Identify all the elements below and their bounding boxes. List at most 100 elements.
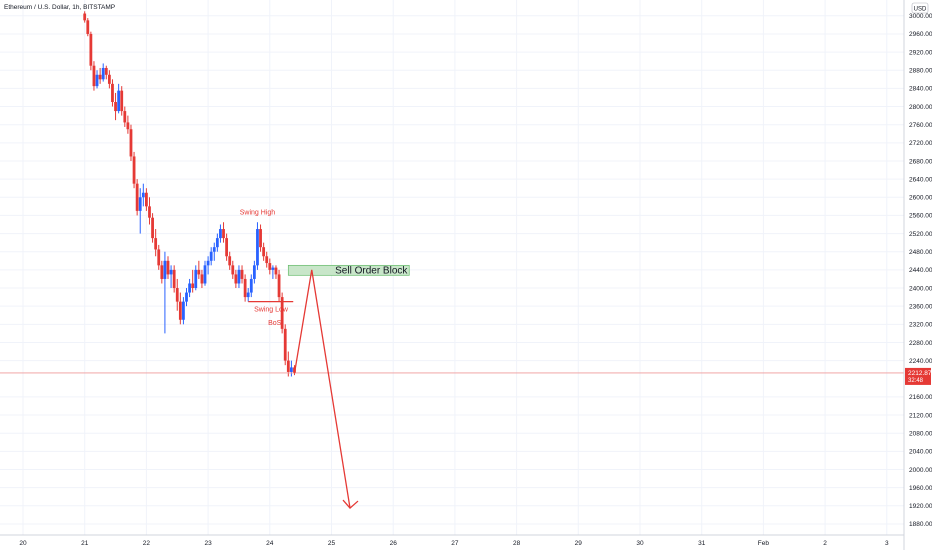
candle-body — [129, 129, 133, 157]
candle-body — [154, 238, 158, 250]
y-tick-label: 2240.00 — [909, 358, 932, 365]
y-tick-label: 2360.00 — [909, 303, 932, 310]
candle-body — [206, 260, 210, 266]
x-tick-label: 31 — [698, 540, 706, 547]
candle-body — [289, 367, 293, 372]
candle-body — [188, 283, 191, 293]
candle-body — [172, 269, 176, 289]
candle-body — [237, 269, 241, 284]
candle-body — [194, 269, 198, 289]
x-tick-label: 20 — [19, 540, 27, 547]
y-tick-label: 2960.00 — [909, 31, 932, 38]
candle-body — [114, 102, 117, 112]
y-tick-label: 2920.00 — [909, 49, 932, 56]
price-axis[interactable]: 3000.00 2960.00 2920.00 2880.00 2840.00 2800.… — [903, 0, 932, 550]
last-price-value: 2212.87 — [908, 370, 932, 377]
y-tick-label: 2800.00 — [909, 104, 932, 111]
grid-lines — [0, 0, 904, 535]
y-tick-label: 2560.00 — [909, 213, 932, 220]
candle-body — [228, 256, 232, 266]
x-tick-label: 30 — [636, 540, 644, 547]
candle-body — [271, 267, 275, 270]
candle-body — [240, 269, 244, 279]
currency-badge[interactable] — [911, 2, 929, 14]
candle-body — [222, 229, 225, 239]
y-tick-label: 2640.00 — [909, 176, 932, 183]
x-tick-label: 28 — [513, 540, 521, 547]
currency-label: USD — [914, 7, 927, 13]
candle-body — [148, 206, 151, 218]
candle-body — [215, 238, 219, 248]
bar-countdown: 32:48 — [908, 378, 924, 384]
candle-body — [283, 328, 287, 361]
candle-body — [280, 297, 284, 329]
swing-low-label: Swing Low — [254, 307, 289, 314]
candle-body — [191, 283, 195, 289]
candle-body — [163, 260, 167, 279]
candle-body — [138, 197, 142, 211]
x-tick-label: 24 — [266, 540, 274, 547]
candlestick-series — [83, 11, 296, 377]
candle-body — [157, 249, 161, 266]
x-tick-label: 3 — [885, 540, 889, 547]
candle-body — [259, 229, 262, 248]
bos-label: BoS — [268, 320, 282, 327]
chart-title: Ethereum / U.S. Dollar, 1h, BITSTAMP — [4, 4, 115, 11]
y-tick-label: 2840.00 — [909, 86, 932, 93]
last-price-tag: 2212.87 32:48 — [905, 367, 932, 385]
candle-body — [212, 247, 216, 252]
candle-body — [101, 67, 105, 80]
candle-body — [246, 292, 250, 298]
x-tick-label: 25 — [328, 540, 336, 547]
candle-body — [86, 20, 90, 34]
candle-body — [274, 267, 278, 275]
candle-body — [126, 122, 130, 130]
x-tick-label: 2 — [823, 540, 827, 547]
x-tick-label: 23 — [204, 540, 212, 547]
candle-body — [252, 265, 256, 279]
candle-body — [231, 265, 235, 275]
y-tick-label: 2000.00 — [909, 467, 932, 474]
candle-body — [92, 65, 96, 87]
candle-body — [107, 74, 111, 84]
x-tick-label: 22 — [143, 540, 151, 547]
y-tick-label: 2480.00 — [909, 249, 932, 256]
x-tick-label: 26 — [390, 540, 398, 547]
y-tick-label: 1960.00 — [909, 485, 932, 492]
y-tick-label: 2880.00 — [909, 68, 932, 75]
candle-body — [268, 263, 272, 270]
candle-body — [123, 111, 127, 123]
time-axis[interactable]: 20 21 22 23 24 25 26 27 28 29 30 31 Feb 2 3 — [0, 534, 904, 547]
y-tick-label: 2320.00 — [909, 322, 932, 329]
candle-body — [234, 274, 238, 284]
candle-body — [182, 301, 185, 320]
candle-body — [203, 265, 207, 284]
candle-body — [243, 278, 247, 298]
candle-body — [120, 90, 124, 112]
candle-body — [141, 192, 145, 198]
y-tick-label: 2440.00 — [909, 267, 932, 274]
candle-body — [160, 265, 164, 279]
candle-body — [169, 269, 173, 275]
candle-body — [166, 260, 170, 275]
y-tick-label: 2720.00 — [909, 140, 932, 147]
projection-arrow-path[interactable] — [293, 269, 351, 509]
x-tick-label: 29 — [575, 540, 583, 547]
x-tick-label: 21 — [81, 540, 89, 547]
candle-body — [175, 288, 179, 302]
sell-order-block-zone[interactable] — [287, 264, 410, 276]
y-tick-label: 2160.00 — [909, 394, 932, 401]
candle-body — [265, 256, 269, 264]
sell-order-block-label: Sell Order Block — [335, 266, 408, 277]
y-tick-label: 2400.00 — [909, 285, 932, 292]
candle-body — [277, 274, 281, 298]
y-tick-label: 1880.00 — [909, 521, 932, 528]
candle-body — [209, 251, 213, 261]
y-tick-label: 1920.00 — [909, 503, 932, 510]
candle-body — [151, 217, 154, 239]
y-tick-label: 2080.00 — [909, 431, 932, 438]
candle-body — [89, 33, 93, 66]
candle-body — [98, 74, 102, 80]
candle-body — [95, 74, 99, 87]
